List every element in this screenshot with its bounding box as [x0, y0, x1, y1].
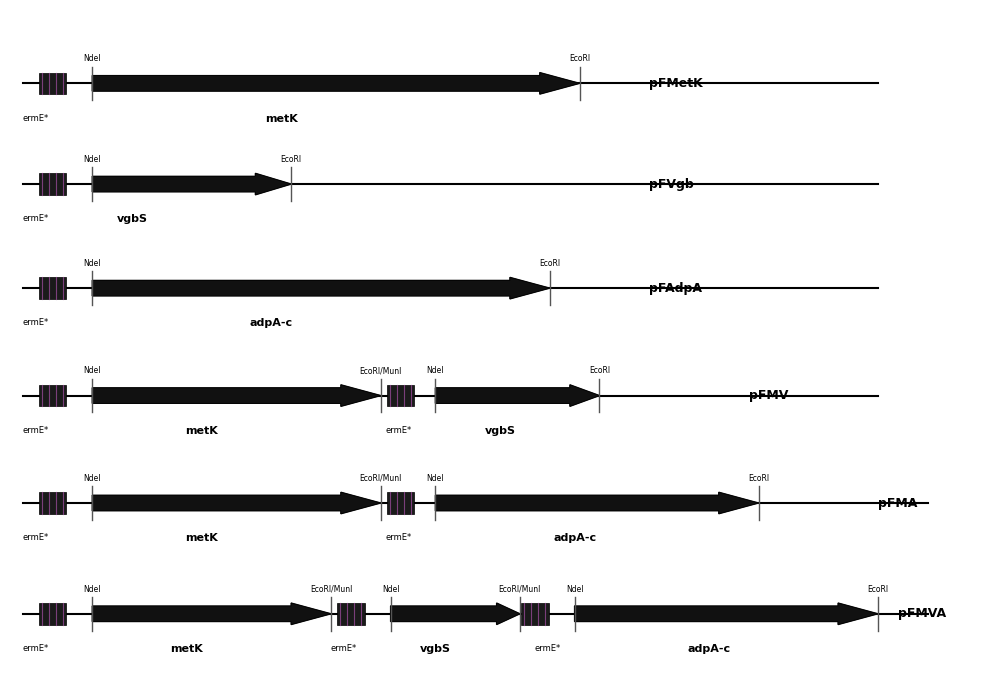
Polygon shape	[92, 603, 331, 625]
Text: pFAdpA: pFAdpA	[649, 282, 702, 294]
Text: NdeI: NdeI	[84, 366, 101, 376]
Text: EcoRI: EcoRI	[589, 366, 610, 376]
Polygon shape	[92, 173, 291, 195]
Text: ermE*: ermE*	[23, 215, 49, 223]
Text: ermE*: ermE*	[331, 644, 357, 653]
Text: ermE*: ermE*	[386, 533, 412, 542]
Text: ermE*: ermE*	[23, 426, 49, 435]
Text: NdeI: NdeI	[566, 585, 583, 594]
Text: NdeI: NdeI	[427, 474, 444, 483]
Text: NdeI: NdeI	[84, 155, 101, 164]
Text: NdeI: NdeI	[84, 54, 101, 63]
Text: EcoRI: EcoRI	[569, 54, 590, 63]
FancyBboxPatch shape	[39, 173, 66, 195]
Polygon shape	[92, 492, 381, 514]
Text: EcoRI/MunI: EcoRI/MunI	[359, 366, 402, 376]
Text: EcoRI: EcoRI	[867, 585, 888, 594]
Text: metK: metK	[185, 533, 218, 543]
Text: EcoRI: EcoRI	[539, 259, 560, 268]
Text: adpA-c: adpA-c	[687, 644, 730, 654]
Text: vgbS: vgbS	[484, 426, 516, 436]
FancyBboxPatch shape	[39, 385, 66, 406]
FancyBboxPatch shape	[387, 385, 414, 406]
Text: pFMV: pFMV	[749, 389, 788, 402]
Text: ermE*: ermE*	[23, 114, 49, 123]
FancyBboxPatch shape	[39, 278, 66, 299]
Text: EcoRI/MunI: EcoRI/MunI	[499, 585, 541, 594]
FancyBboxPatch shape	[39, 72, 66, 94]
Text: ermE*: ermE*	[23, 533, 49, 542]
Text: pFMVA: pFMVA	[898, 607, 946, 620]
Text: ermE*: ermE*	[386, 426, 412, 435]
Polygon shape	[92, 278, 550, 299]
Text: ermE*: ermE*	[23, 318, 49, 328]
Text: adpA-c: adpA-c	[250, 318, 293, 328]
Text: ermE*: ermE*	[535, 644, 561, 653]
Text: adpA-c: adpA-c	[553, 533, 596, 543]
Text: NdeI: NdeI	[427, 366, 444, 376]
Text: pFMA: pFMA	[878, 496, 917, 510]
Text: EcoRI/MunI: EcoRI/MunI	[359, 474, 402, 483]
FancyBboxPatch shape	[387, 492, 414, 514]
Text: NdeI: NdeI	[84, 259, 101, 268]
FancyBboxPatch shape	[39, 492, 66, 514]
FancyBboxPatch shape	[337, 603, 365, 625]
Text: EcoRI/MunI: EcoRI/MunI	[310, 585, 352, 594]
Text: ermE*: ermE*	[23, 644, 49, 653]
Text: pFVgb: pFVgb	[649, 177, 694, 190]
Polygon shape	[435, 492, 759, 514]
Polygon shape	[92, 385, 381, 406]
Polygon shape	[575, 603, 878, 625]
Polygon shape	[92, 72, 580, 94]
FancyBboxPatch shape	[521, 603, 549, 625]
Text: EcoRI: EcoRI	[281, 155, 302, 164]
Text: NdeI: NdeI	[84, 474, 101, 483]
Polygon shape	[435, 385, 599, 406]
Text: pFMetK: pFMetK	[649, 77, 703, 90]
Text: vgbS: vgbS	[420, 644, 451, 654]
Text: metK: metK	[265, 114, 298, 124]
Text: metK: metK	[170, 644, 203, 654]
Text: NdeI: NdeI	[84, 585, 101, 594]
Text: metK: metK	[185, 426, 218, 436]
Text: NdeI: NdeI	[382, 585, 399, 594]
Text: vgbS: vgbS	[117, 215, 148, 224]
Text: EcoRI: EcoRI	[748, 474, 769, 483]
FancyBboxPatch shape	[39, 603, 66, 625]
Polygon shape	[391, 603, 520, 625]
